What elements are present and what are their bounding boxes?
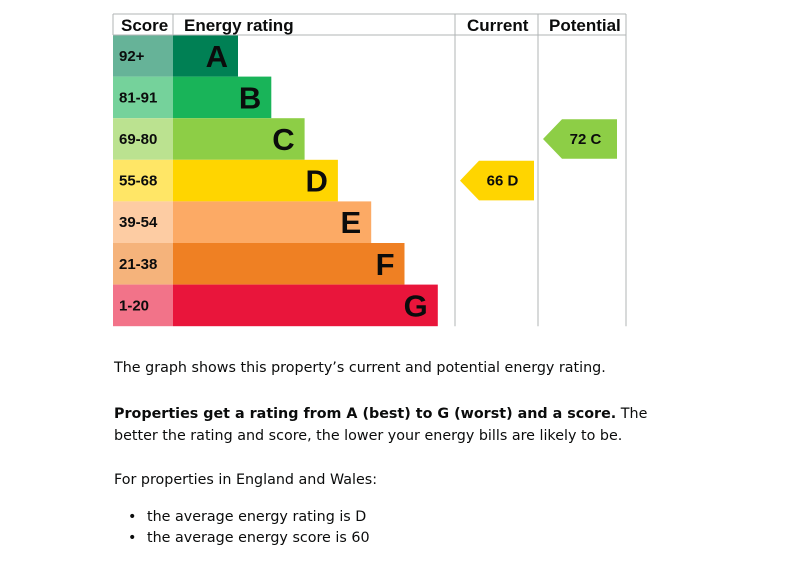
score-range-f: 21-38 <box>119 256 157 273</box>
band-bar-g <box>173 284 438 327</box>
score-cell-f <box>113 243 173 285</box>
graph-description: The graph shows this property’s current … <box>114 360 606 376</box>
chart-grid <box>112 13 627 327</box>
rating-explanation-bold: Properties get a rating from A (best) to… <box>114 406 617 422</box>
score-range-c: 69-80 <box>119 131 157 148</box>
score-cell-a <box>113 35 173 77</box>
band-bar-c <box>173 118 305 160</box>
band-bar-d <box>173 159 338 202</box>
score-cell-d <box>113 159 173 202</box>
list-item: the average energy rating is D <box>114 507 370 528</box>
england-wales-intro: For properties in England and Wales: <box>114 472 378 488</box>
band-letter-c: C <box>272 122 294 157</box>
current-arrow <box>460 160 534 201</box>
score-range-g: 1-20 <box>119 297 149 314</box>
rating-explanation: Properties get a rating from A (best) to… <box>114 403 654 447</box>
band-bar-a <box>173 35 238 77</box>
band-letter-g: G <box>404 288 428 323</box>
potential-arrow <box>543 119 617 159</box>
rating-bands: 92+ A 81-91 B 69-80 C 55-68 D 39-54 E 21-38 F 1-20 G <box>113 35 438 327</box>
band-letter-f: F <box>376 247 395 282</box>
average-ratings-list: the average energy rating is D the avera… <box>114 507 370 549</box>
band-letter-b: B <box>239 80 261 115</box>
score-range-d: 55-68 <box>119 173 157 190</box>
current-column-header: Current <box>467 16 529 35</box>
score-range-b: 81-91 <box>119 89 157 106</box>
energy-rating-column-header: Energy rating <box>184 16 294 35</box>
band-letter-a: A <box>206 39 228 74</box>
current-rating-label: 66 D <box>487 173 519 190</box>
band-bar-f <box>173 243 405 285</box>
chart-header: Score Energy rating Current Potential <box>121 16 621 35</box>
potential-column-header: Potential <box>549 16 621 35</box>
score-range-a: 92+ <box>119 48 145 65</box>
band-bar-b <box>173 76 272 119</box>
score-cell-b <box>113 76 173 119</box>
potential-rating-label: 72 C <box>570 131 602 148</box>
band-letter-d: D <box>306 164 328 199</box>
score-column-header: Score <box>121 16 168 35</box>
score-range-e: 39-54 <box>119 214 158 231</box>
rating-arrows: 66 D 72 C <box>460 119 617 201</box>
score-cell-c <box>113 118 173 160</box>
energy-rating-chart: Score Energy rating Current Potential 92… <box>112 13 627 327</box>
list-item: the average energy score is 60 <box>114 528 370 549</box>
band-bar-e <box>173 201 372 243</box>
score-cell-e <box>113 201 173 243</box>
score-cell-g <box>113 284 173 327</box>
rating-explanation-rest: The better the rating and score, the low… <box>114 406 648 444</box>
band-letter-e: E <box>341 205 362 240</box>
